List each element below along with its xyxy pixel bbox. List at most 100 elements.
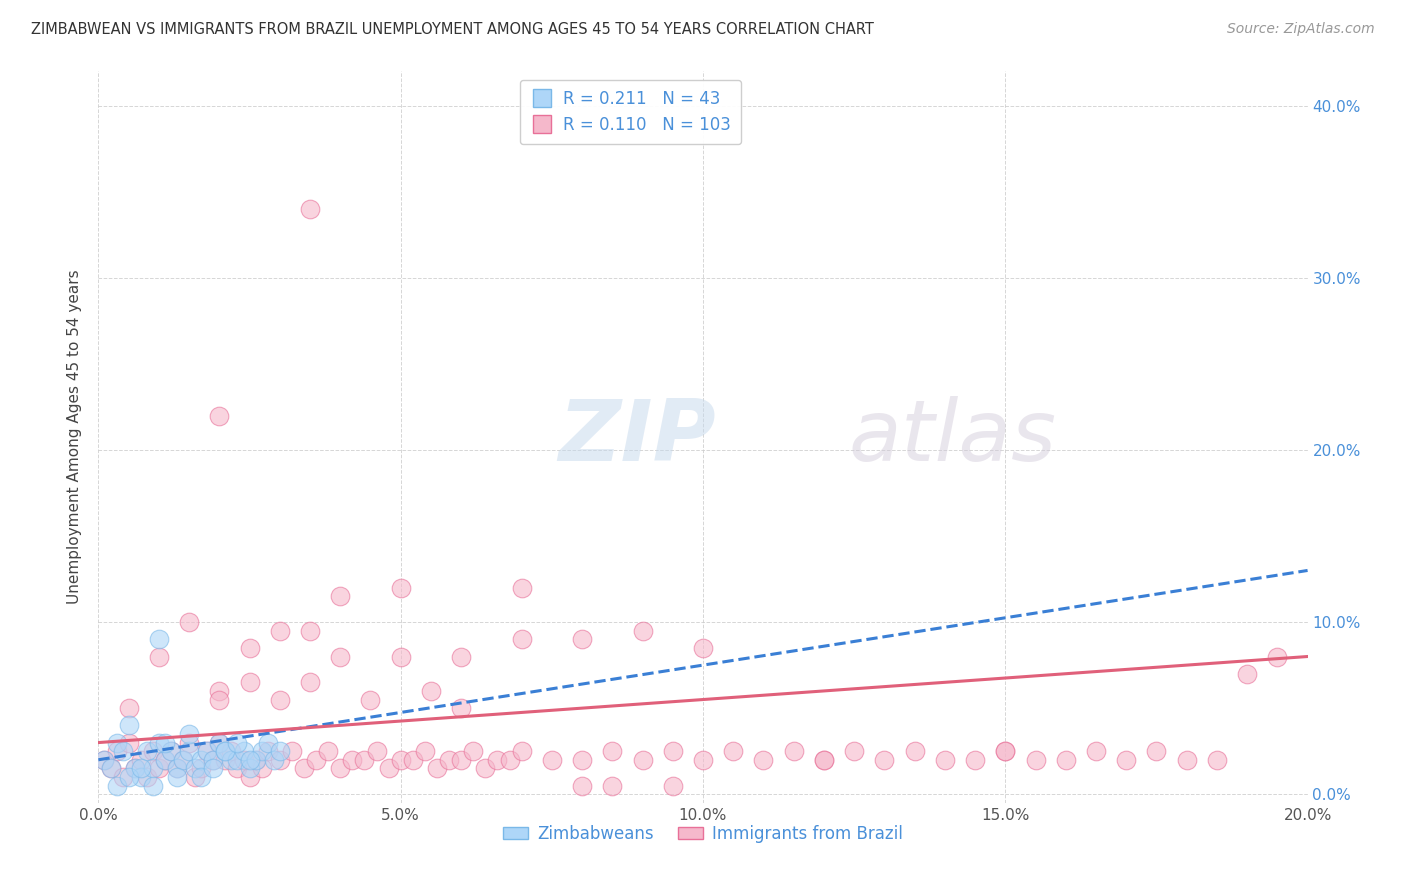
Point bbox=[202, 753, 225, 767]
Point bbox=[602, 779, 624, 793]
Point bbox=[389, 649, 412, 664]
Point bbox=[195, 744, 218, 758]
Point bbox=[148, 632, 170, 647]
Point bbox=[153, 753, 176, 767]
Point bbox=[813, 753, 835, 767]
Point bbox=[1024, 753, 1046, 767]
Point bbox=[179, 744, 201, 758]
Point bbox=[281, 744, 304, 758]
Point bbox=[245, 753, 267, 767]
Point bbox=[426, 761, 449, 775]
Point bbox=[250, 744, 273, 758]
Point bbox=[202, 761, 225, 775]
Point bbox=[208, 692, 231, 706]
Point bbox=[214, 753, 236, 767]
Point bbox=[100, 761, 122, 775]
Point bbox=[661, 744, 683, 758]
Point bbox=[510, 744, 533, 758]
Point bbox=[783, 744, 806, 758]
Point bbox=[100, 761, 122, 775]
Point bbox=[148, 761, 170, 775]
Point bbox=[239, 770, 262, 784]
Point bbox=[105, 735, 128, 749]
Point bbox=[148, 735, 170, 749]
Point bbox=[292, 761, 315, 775]
Point bbox=[118, 718, 141, 732]
Point bbox=[179, 735, 201, 749]
Point bbox=[1054, 753, 1077, 767]
Point bbox=[166, 761, 188, 775]
Point bbox=[118, 701, 141, 715]
Text: ZIMBABWEAN VS IMMIGRANTS FROM BRAZIL UNEMPLOYMENT AMONG AGES 45 TO 54 YEARS CORR: ZIMBABWEAN VS IMMIGRANTS FROM BRAZIL UNE… bbox=[31, 22, 873, 37]
Point bbox=[166, 761, 188, 775]
Point bbox=[256, 735, 278, 749]
Point bbox=[934, 753, 956, 767]
Point bbox=[571, 779, 593, 793]
Point bbox=[208, 735, 231, 749]
Point bbox=[148, 649, 170, 664]
Point bbox=[813, 753, 835, 767]
Point bbox=[232, 744, 254, 758]
Point bbox=[195, 744, 218, 758]
Point bbox=[305, 753, 328, 767]
Point bbox=[135, 744, 157, 758]
Point bbox=[214, 744, 236, 758]
Point bbox=[111, 744, 134, 758]
Point bbox=[239, 753, 262, 767]
Point bbox=[329, 761, 352, 775]
Point bbox=[299, 675, 322, 690]
Point bbox=[450, 753, 472, 767]
Point bbox=[142, 761, 165, 775]
Point bbox=[1236, 666, 1258, 681]
Point bbox=[389, 753, 412, 767]
Point bbox=[661, 779, 683, 793]
Point bbox=[631, 624, 654, 638]
Point bbox=[221, 744, 243, 758]
Point bbox=[571, 753, 593, 767]
Point bbox=[184, 770, 207, 784]
Point bbox=[153, 735, 176, 749]
Point bbox=[226, 753, 249, 767]
Text: Source: ZipAtlas.com: Source: ZipAtlas.com bbox=[1227, 22, 1375, 37]
Point bbox=[486, 753, 509, 767]
Point bbox=[263, 753, 285, 767]
Text: ZIP: ZIP bbox=[558, 395, 716, 479]
Point bbox=[105, 779, 128, 793]
Point bbox=[256, 744, 278, 758]
Point bbox=[420, 684, 443, 698]
Point bbox=[269, 753, 291, 767]
Point bbox=[540, 753, 562, 767]
Point bbox=[142, 779, 165, 793]
Point bbox=[1267, 649, 1289, 664]
Point bbox=[299, 202, 322, 216]
Point bbox=[498, 753, 520, 767]
Point bbox=[129, 761, 152, 775]
Point bbox=[299, 624, 322, 638]
Point bbox=[329, 589, 352, 603]
Point bbox=[124, 761, 146, 775]
Point bbox=[179, 727, 201, 741]
Point bbox=[692, 753, 714, 767]
Point bbox=[166, 770, 188, 784]
Point bbox=[245, 753, 267, 767]
Point bbox=[129, 770, 152, 784]
Point bbox=[752, 753, 775, 767]
Point bbox=[329, 649, 352, 664]
Point bbox=[1144, 744, 1167, 758]
Point bbox=[93, 753, 115, 767]
Point bbox=[377, 761, 399, 775]
Point bbox=[142, 744, 165, 758]
Point bbox=[190, 753, 212, 767]
Point bbox=[571, 632, 593, 647]
Point bbox=[994, 744, 1017, 758]
Text: atlas: atlas bbox=[848, 395, 1056, 479]
Point bbox=[723, 744, 745, 758]
Point bbox=[153, 753, 176, 767]
Point bbox=[463, 744, 485, 758]
Point bbox=[124, 761, 146, 775]
Point bbox=[904, 744, 927, 758]
Point bbox=[221, 753, 243, 767]
Point bbox=[965, 753, 987, 767]
Point bbox=[208, 735, 231, 749]
Point bbox=[208, 684, 231, 698]
